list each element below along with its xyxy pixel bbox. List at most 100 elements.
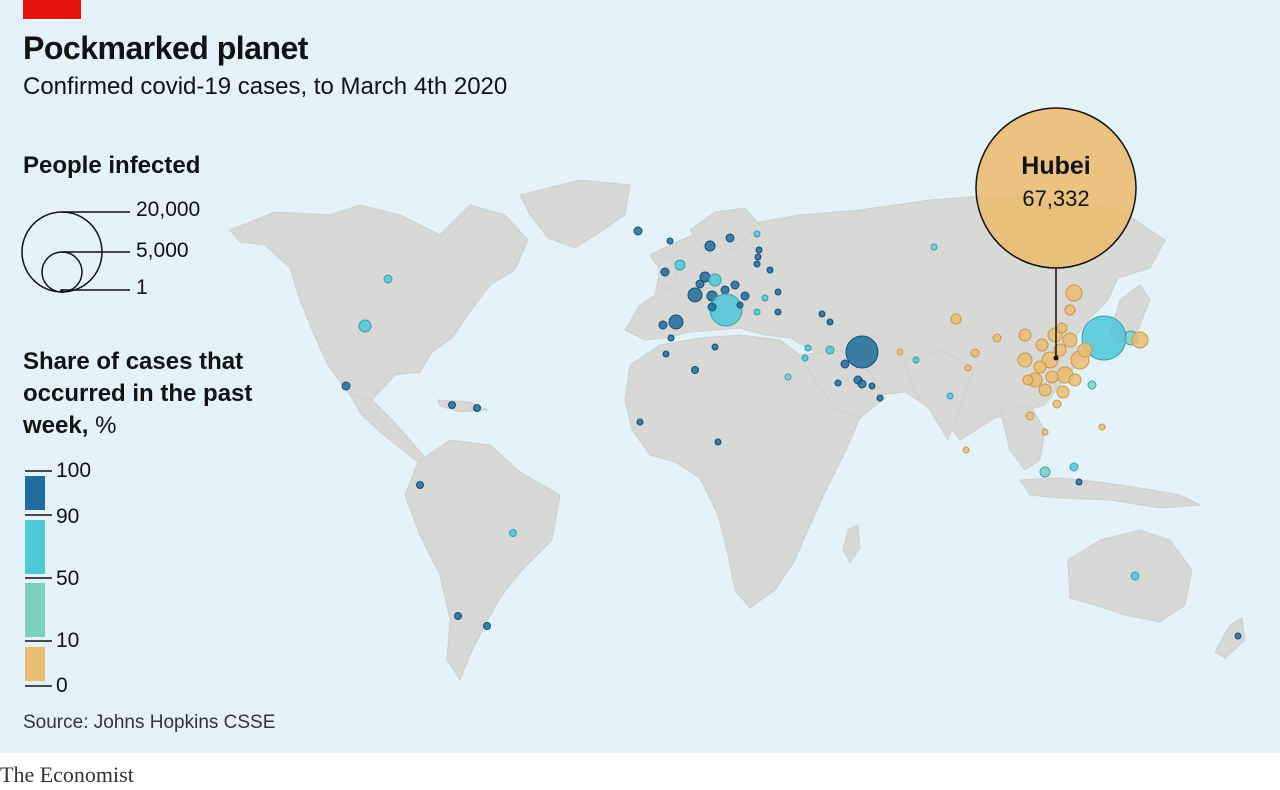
case-marker: [1041, 351, 1059, 369]
land-madagascar: [842, 524, 861, 563]
color-tick-90: 90: [56, 505, 80, 528]
case-marker: [1038, 383, 1052, 397]
land-southeast-asia: [999, 404, 1046, 471]
case-marker: [448, 401, 456, 409]
case-marker: [845, 335, 879, 369]
case-marker: [695, 279, 705, 289]
size-legend-label-20000: 20,000: [136, 198, 201, 221]
size-legend-label-1: 1: [136, 276, 148, 299]
case-marker: [416, 481, 424, 489]
case-marker: [1234, 632, 1242, 640]
world-map: [229, 107, 1246, 682]
case-marker: [766, 266, 774, 274]
case-marker: [753, 230, 761, 238]
case-marker: [633, 226, 643, 236]
case-marker: [1065, 284, 1083, 302]
case-marker: [1041, 428, 1049, 436]
case-marker: [667, 334, 675, 342]
case-marker: [825, 345, 835, 355]
case-marker: [1052, 399, 1062, 409]
case-marker: [1056, 385, 1070, 399]
map-panel: Pockmarked planet Confirmed covid-19 cas…: [0, 0, 1280, 753]
case-marker: [714, 438, 722, 446]
case-marker: [473, 404, 481, 412]
land-north-america: [229, 204, 529, 401]
case-marker: [1025, 411, 1035, 421]
case-marker: [1081, 315, 1127, 361]
page-title: Pockmarked planet: [23, 30, 308, 66]
case-marker: [950, 313, 962, 325]
case-marker: [1075, 478, 1083, 486]
color-bin-50-90: [25, 520, 45, 574]
case-marker: [826, 318, 834, 326]
land-new-zealand: [1214, 617, 1246, 659]
case-marker: [801, 354, 809, 362]
case-marker: [636, 418, 644, 426]
land-africa: [624, 334, 861, 609]
case-marker: [687, 287, 703, 303]
case-marker: [509, 529, 517, 537]
case-marker: [857, 379, 867, 389]
case-marker: [736, 301, 744, 309]
case-marker: [383, 274, 393, 284]
case-marker: [1062, 332, 1078, 348]
case-marker: [804, 344, 812, 352]
hubei-location-dot: [1053, 355, 1059, 361]
case-marker: [1068, 373, 1082, 387]
case-marker: [707, 302, 717, 312]
color-bin-90-100: [25, 476, 45, 510]
color-legend-heading-text: Share of cases that occurred in the past…: [23, 348, 253, 439]
case-marker: [818, 310, 826, 318]
color-tick-100: 100: [56, 459, 92, 482]
callout-region-name: Hubei: [1021, 152, 1091, 180]
case-marker: [868, 382, 876, 390]
page-subtitle: Confirmed covid-19 cases, to March 4th 2…: [23, 73, 508, 100]
case-marker: [704, 240, 716, 252]
case-marker: [740, 291, 750, 301]
case-marker: [946, 392, 954, 400]
color-tick-10: 10: [56, 629, 80, 652]
case-marker: [662, 350, 670, 358]
case-marker: [1064, 304, 1076, 316]
land-south-america: [404, 439, 561, 682]
case-marker: [753, 308, 761, 316]
case-marker: [1098, 423, 1106, 431]
color-tick-0: 0: [56, 674, 68, 697]
case-marker: [1035, 338, 1049, 352]
case-marker: [720, 285, 730, 295]
brand-logo: The Economist: [0, 762, 134, 787]
case-marker: [674, 259, 686, 271]
color-legend-heading: Share of cases that occurred in the past…: [23, 346, 263, 442]
color-bin-10-50: [25, 583, 45, 637]
color-bin-0-10: [25, 647, 45, 681]
case-marker: [992, 333, 1002, 343]
case-marker: [691, 366, 699, 374]
land-caribbean: [437, 399, 489, 413]
case-marker: [358, 319, 372, 333]
case-marker: [1017, 352, 1033, 368]
case-marker: [1087, 380, 1097, 390]
land-arabia: [799, 349, 886, 419]
case-marker: [341, 381, 351, 391]
case-marker: [711, 343, 719, 351]
case-marker: [658, 320, 668, 330]
callout-case-count: 67,332: [1022, 186, 1090, 211]
case-marker: [660, 267, 670, 277]
land-australia: [1067, 529, 1193, 623]
case-marker: [725, 233, 735, 243]
land-indonesia: [1019, 477, 1202, 509]
case-marker: [834, 379, 842, 387]
land-greenland: [519, 179, 631, 249]
case-marker: [962, 446, 970, 454]
case-marker: [754, 253, 762, 261]
case-marker: [774, 308, 782, 316]
case-marker: [912, 356, 920, 364]
case-marker: [964, 364, 972, 372]
land-central-america: [348, 394, 426, 463]
case-marker: [1069, 462, 1079, 472]
color-tick-50: 50: [56, 567, 80, 590]
case-marker: [730, 280, 740, 290]
case-marker: [1033, 360, 1047, 374]
case-marker: [1039, 466, 1051, 478]
case-marker: [1077, 342, 1093, 358]
